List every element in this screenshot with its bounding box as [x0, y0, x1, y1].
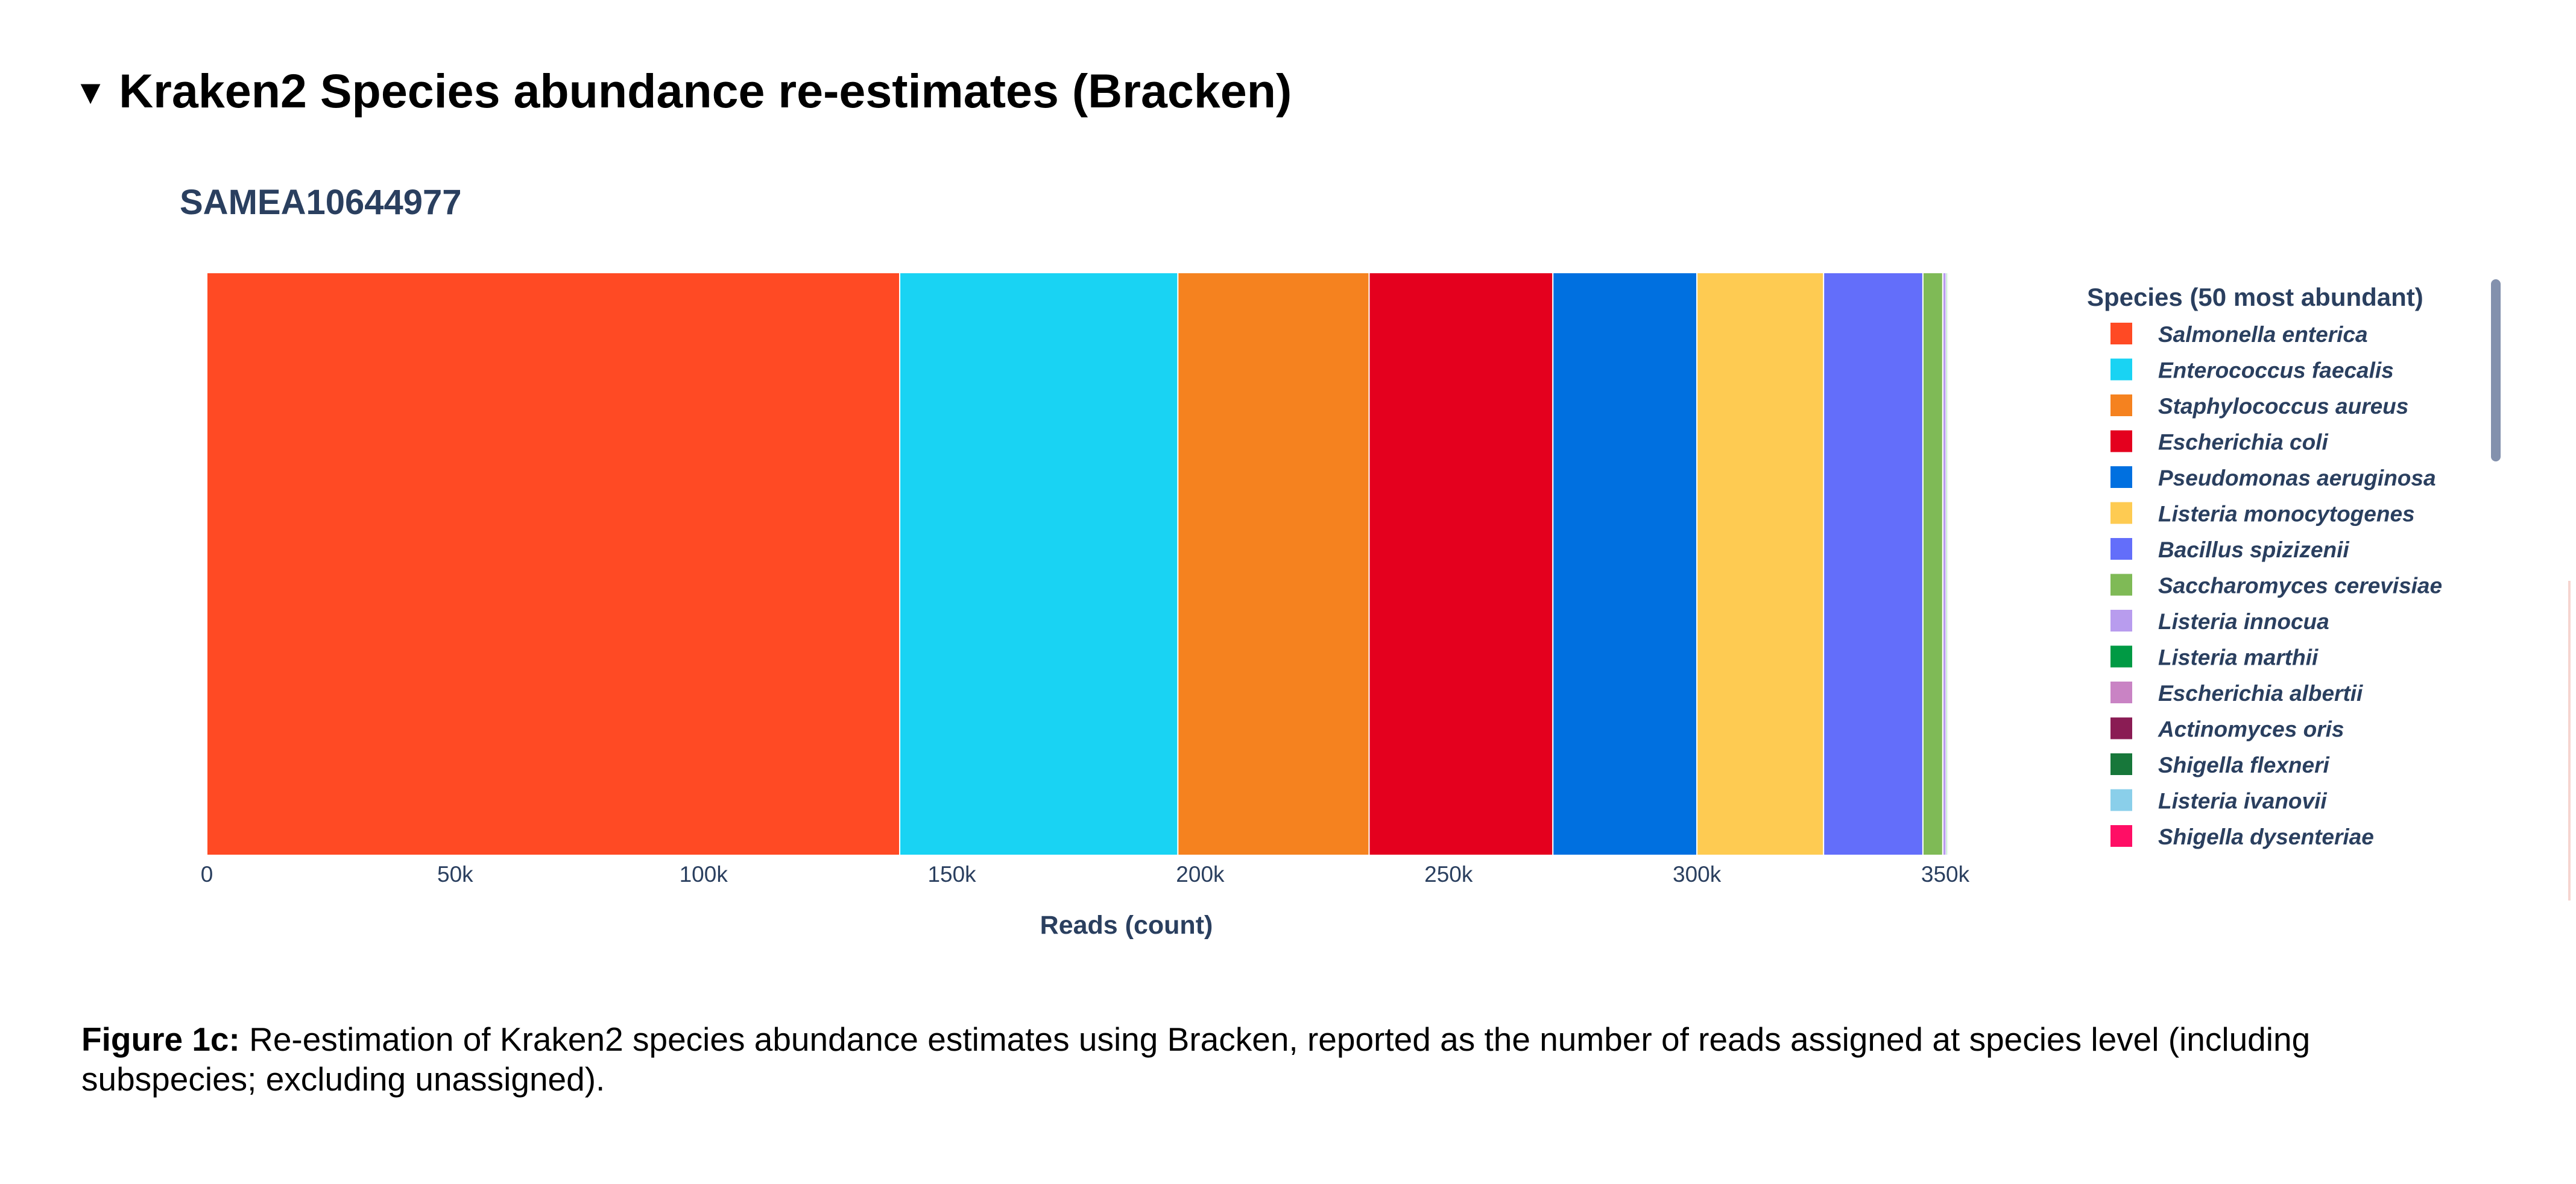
legend-item[interactable]: Shigella dysenteriae	[2110, 825, 2374, 849]
collapse-toggle-icon[interactable]: ▾	[81, 71, 100, 111]
x-tick-label: 50k	[437, 862, 473, 887]
legend-item[interactable]: Escherichia coli	[2110, 430, 2328, 455]
legend-label: Staphylococcus aureus	[2158, 394, 2408, 419]
bar-segment-escherichia-coli[interactable]	[1368, 272, 1554, 856]
bar-segment-salmonella-enterica[interactable]	[206, 272, 901, 856]
legend-label: Pseudomonas aeruginosa	[2158, 466, 2436, 490]
legend-label: Bacillus spizizenii	[2158, 537, 2349, 562]
legend-item[interactable]: Bacillus spizizenii	[2110, 537, 2349, 562]
legend-label: Enterococcus faecalis	[2158, 358, 2394, 383]
legend-swatch	[2110, 682, 2132, 703]
legend-scrollbar[interactable]	[2491, 279, 2501, 461]
legend-swatch	[2110, 789, 2132, 811]
legend-item[interactable]: Staphylococcus aureus	[2110, 394, 2408, 419]
legend-label: Escherichia albertii	[2158, 681, 2363, 706]
legend-label: Listeria innocua	[2158, 609, 2329, 634]
legend-label: Listeria ivanovii	[2158, 789, 2327, 814]
section-title: Kraken2 Species abundance re-estimates (…	[119, 64, 1292, 118]
bar-segment-saccharomyces-cerevisiae[interactable]	[1922, 272, 1943, 856]
bar-segment-staphylococcus-aureus[interactable]	[1177, 272, 1370, 856]
legend-label: Listeria monocytogenes	[2158, 502, 2415, 527]
bar-segment-listeria-monocytogenes[interactable]	[1696, 272, 1825, 856]
x-tick-label: 250k	[1424, 862, 1473, 887]
legend-item[interactable]: Saccharomyces cerevisiae	[2110, 574, 2442, 598]
legend-item[interactable]: Pseudomonas aeruginosa	[2110, 466, 2436, 490]
bar-segment-enterococcus-faecalis[interactable]	[899, 272, 1179, 856]
legend-swatch	[2110, 466, 2132, 488]
legend-label: Shigella flexneri	[2158, 753, 2329, 777]
x-tick-label: 300k	[1673, 862, 1722, 887]
legend-item[interactable]: Shigella flexneri	[2110, 753, 2329, 777]
legend-item[interactable]: Listeria monocytogenes	[2110, 502, 2415, 527]
legend-swatch	[2110, 430, 2132, 452]
legend: Species (50 most abundant) Salmonella en…	[2087, 283, 2442, 849]
legend-item[interactable]: Enterococcus faecalis	[2110, 358, 2394, 383]
legend-label: Actinomyces oris	[2158, 717, 2344, 742]
legend-item[interactable]: Salmonella enterica	[2110, 322, 2368, 347]
legend-label: Saccharomyces cerevisiae	[2158, 574, 2442, 598]
legend-swatch	[2110, 825, 2132, 847]
x-tick-label: 0	[201, 862, 213, 887]
legend-item[interactable]: Listeria innocua	[2110, 609, 2329, 634]
legend-swatch	[2110, 753, 2132, 775]
caption-text: Re-estimation of Kraken2 species abundan…	[81, 1021, 2311, 1098]
legend-swatch	[2110, 538, 2132, 560]
legend-swatch	[2110, 502, 2132, 524]
section-heading: ▾ Kraken2 Species abundance re-estimates…	[81, 63, 1292, 119]
x-axis-ticks: 0 50k 100k 150k 200k 250k 300k 350k	[201, 862, 1970, 887]
x-tick-label: 200k	[1176, 862, 1225, 887]
legend-swatch	[2110, 323, 2132, 344]
legend-item[interactable]: Listeria ivanovii	[2110, 789, 2327, 814]
bracken-bar-chart: SAMEA10644977 0 50k 100k 150k 200k 250k 300k 35…	[180, 183, 2442, 940]
x-tick-label: 150k	[927, 862, 976, 887]
bar-segment-bacillus-spizizenii[interactable]	[1823, 272, 1924, 856]
legend-swatch	[2110, 358, 2132, 381]
legend-swatch	[2110, 394, 2132, 416]
legend-item[interactable]: Listeria marthii	[2110, 645, 2319, 670]
x-tick-label: 350k	[1921, 862, 1970, 887]
figure-caption: Figure 1c: Re-estimation of Kraken2 spec…	[81, 1019, 2433, 1099]
plot-area	[206, 272, 1953, 856]
legend-label: Shigella dysenteriae	[2158, 825, 2374, 849]
bar-segment-pseudomonas-aeruginosa[interactable]	[1552, 272, 1698, 856]
legend-item[interactable]: Actinomyces oris	[2110, 717, 2344, 742]
caption-label: Figure 1c:	[81, 1021, 240, 1058]
legend-item[interactable]: Escherichia albertii	[2110, 681, 2363, 706]
legend-swatch	[2110, 610, 2132, 632]
legend-swatch	[2110, 645, 2132, 668]
legend-swatch	[2110, 717, 2132, 739]
legend-label: Escherichia coli	[2158, 430, 2328, 455]
bar-segment-shigella-dysenteriae[interactable]	[1950, 272, 1953, 856]
legend-label: Listeria marthii	[2158, 645, 2319, 670]
x-tick-label: 100k	[680, 862, 728, 887]
legend-swatch	[2110, 574, 2132, 596]
page-edge-marker	[2568, 581, 2571, 901]
x-axis-label: Reads (count)	[1040, 911, 1213, 940]
chart-title: SAMEA10644977	[180, 183, 462, 222]
legend-label: Salmonella enterica	[2158, 322, 2368, 347]
legend-title: Species (50 most abundant)	[2087, 283, 2423, 311]
